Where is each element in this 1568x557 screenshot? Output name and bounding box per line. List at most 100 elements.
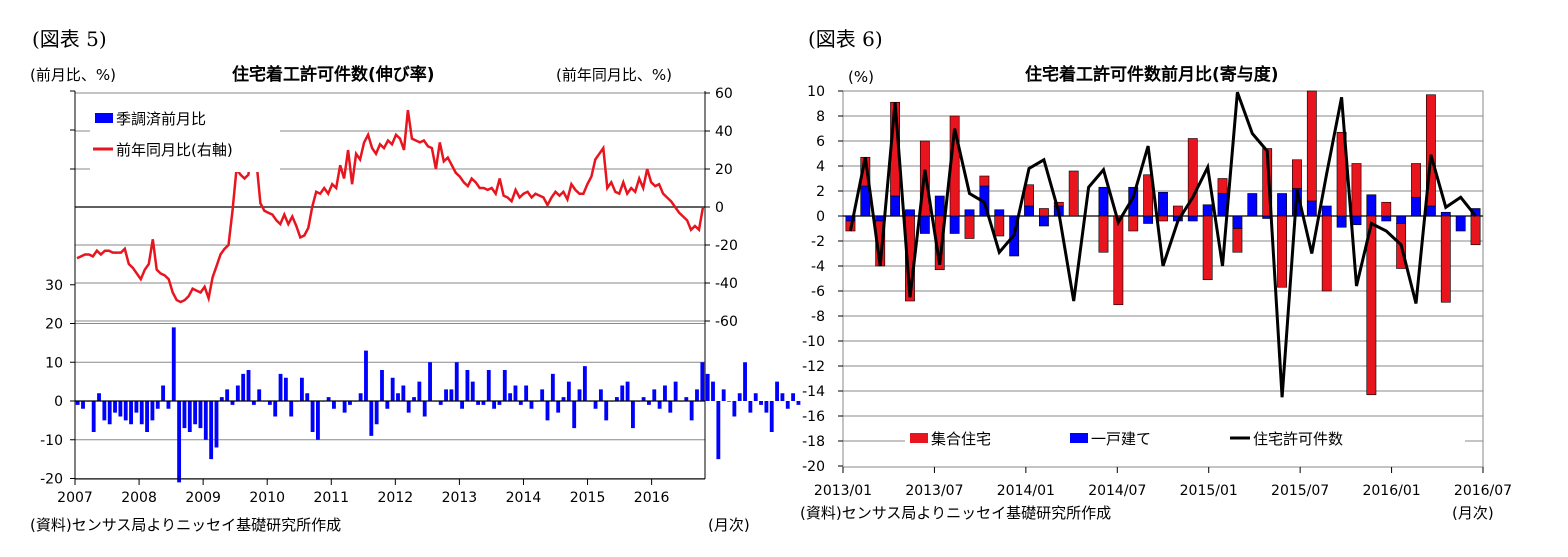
- legend-single-label: 一戸建て: [1091, 430, 1151, 448]
- right-bar-single: [949, 215, 960, 234]
- right-bar-single: [1202, 204, 1213, 217]
- right-y-tick-label: -20: [715, 238, 738, 254]
- right-gridlines: [843, 115, 1483, 442]
- left-bar: [385, 401, 390, 409]
- legend-multi-swatch: [910, 433, 928, 443]
- left-bar: [374, 401, 379, 425]
- right-bar-single: [919, 215, 930, 234]
- left-bar: [582, 366, 587, 401]
- left-bar: [759, 401, 763, 405]
- right-bar-multi: [1411, 163, 1421, 198]
- right-bar-multi: [1366, 215, 1377, 396]
- left-bar: [743, 362, 747, 401]
- right-y-tick-label: -8: [811, 309, 825, 325]
- right-chart-title: 住宅着工許可件数前月比(寄与度): [1025, 64, 1279, 85]
- right-bar-single: [1396, 215, 1407, 224]
- left-bar: [748, 401, 753, 413]
- left-x-tick-label: 2008: [121, 490, 157, 506]
- right-bar-single: [890, 195, 901, 217]
- left-legend: 季調済前月比 前年同月比(右軸): [90, 106, 280, 172]
- left-y-tick-label: 0: [54, 394, 63, 410]
- left-bar: [316, 401, 320, 440]
- right-legend: 集合住宅 一戸建て 住宅許可件数: [905, 430, 1465, 454]
- left-bar: [81, 401, 85, 409]
- left-x-tick-label: 2015: [570, 490, 606, 506]
- left-bar: [785, 401, 790, 409]
- right-bar-multi: [1217, 178, 1228, 194]
- left-bar: [470, 381, 475, 401]
- right-x-tick-label: 2015/07: [1271, 483, 1329, 499]
- right-axes: [838, 90, 1484, 473]
- right-bar-multi: [1425, 94, 1436, 207]
- right-x-tick-label: 2013/01: [814, 483, 872, 499]
- left-bar: [246, 370, 251, 401]
- right-bar-single: [934, 195, 945, 217]
- left-bar: [401, 385, 406, 401]
- left-bar: [732, 401, 737, 417]
- left-bar: [417, 381, 422, 401]
- right-bar-multi: [1113, 215, 1124, 306]
- left-tick-labels: -20 -10 0 10 20 30 -60 -40 -20 0 20 40 60 2007 2008 200…: [40, 86, 738, 506]
- left-zero-lines: [75, 206, 705, 402]
- left-bar: [187, 401, 192, 432]
- right-y-tick-label: -10: [802, 334, 825, 350]
- right-bar-multi: [1351, 163, 1362, 217]
- right-y-tick-label: 0: [715, 200, 724, 216]
- left-bar: [540, 389, 545, 401]
- right-y-tick-label: 20: [715, 162, 733, 178]
- right-y-tick-label: 0: [816, 209, 825, 225]
- left-figure-label: (図表 5): [32, 27, 107, 51]
- left-bar: [454, 362, 459, 401]
- legend-total-label: 住宅許可件数: [1253, 430, 1343, 448]
- right-bar-multi: [979, 175, 990, 187]
- right-bar-multi: [994, 215, 1005, 237]
- right-bar-multi: [1292, 159, 1302, 189]
- left-bar: [257, 389, 262, 401]
- left-right-axis-unit: (前年同月比、%): [556, 66, 672, 84]
- left-bar: [791, 393, 796, 401]
- left-bar: [593, 401, 598, 409]
- left-bar: [358, 393, 363, 401]
- left-bar: [641, 397, 646, 401]
- left-bar: [241, 373, 246, 401]
- left-bar: [225, 389, 230, 401]
- left-bar: [310, 401, 315, 432]
- right-y-tick-label: 6: [816, 134, 825, 150]
- left-y-tick-label: -10: [40, 433, 63, 449]
- left-bar: [332, 401, 336, 409]
- left-y-tick-label: -20: [40, 472, 63, 488]
- left-legend-box: [90, 106, 280, 172]
- right-bar-single: [1232, 215, 1243, 229]
- left-x-tick-label: 2013: [442, 490, 478, 506]
- left-bar: [556, 401, 561, 413]
- right-x-tick-label: 2016/07: [1454, 483, 1512, 499]
- left-bar: [305, 393, 310, 401]
- left-x-tick-label: 2009: [185, 490, 221, 506]
- left-bar: [764, 401, 769, 413]
- left-bar: [604, 401, 609, 421]
- left-bar: [476, 401, 481, 405]
- right-y-tick-label: -20: [802, 459, 825, 475]
- right-y-tick-label: -18: [802, 434, 825, 450]
- right-y-tick-label: 10: [807, 84, 825, 100]
- right-bar-single: [1158, 191, 1168, 217]
- legend-bar-label: 季調済前月比: [116, 110, 206, 128]
- legend-line-label: 前年同月比(右軸): [116, 141, 233, 159]
- left-bar: [502, 370, 507, 401]
- left-bar: [406, 401, 411, 413]
- left-bar: [251, 401, 256, 405]
- left-bar: [166, 401, 171, 409]
- right-bar-single: [1098, 186, 1109, 217]
- left-bar: [342, 401, 347, 413]
- left-bar: [107, 401, 112, 425]
- right-x-tick-label: 2014/01: [997, 483, 1055, 499]
- left-x-tick-label: 2014: [506, 490, 542, 506]
- left-bar: [518, 401, 523, 405]
- right-x-tick-label: 2014/07: [1088, 483, 1146, 499]
- left-bar: [102, 401, 107, 421]
- left-y-tick-label: 30: [45, 278, 63, 294]
- right-tick-labels: -20-18-16-14-12-10-8-6-4-202468102013/01…: [802, 84, 1512, 499]
- right-bar-multi: [1277, 215, 1287, 288]
- left-x-tick-label: 2010: [249, 490, 285, 506]
- left-bar: [214, 401, 219, 448]
